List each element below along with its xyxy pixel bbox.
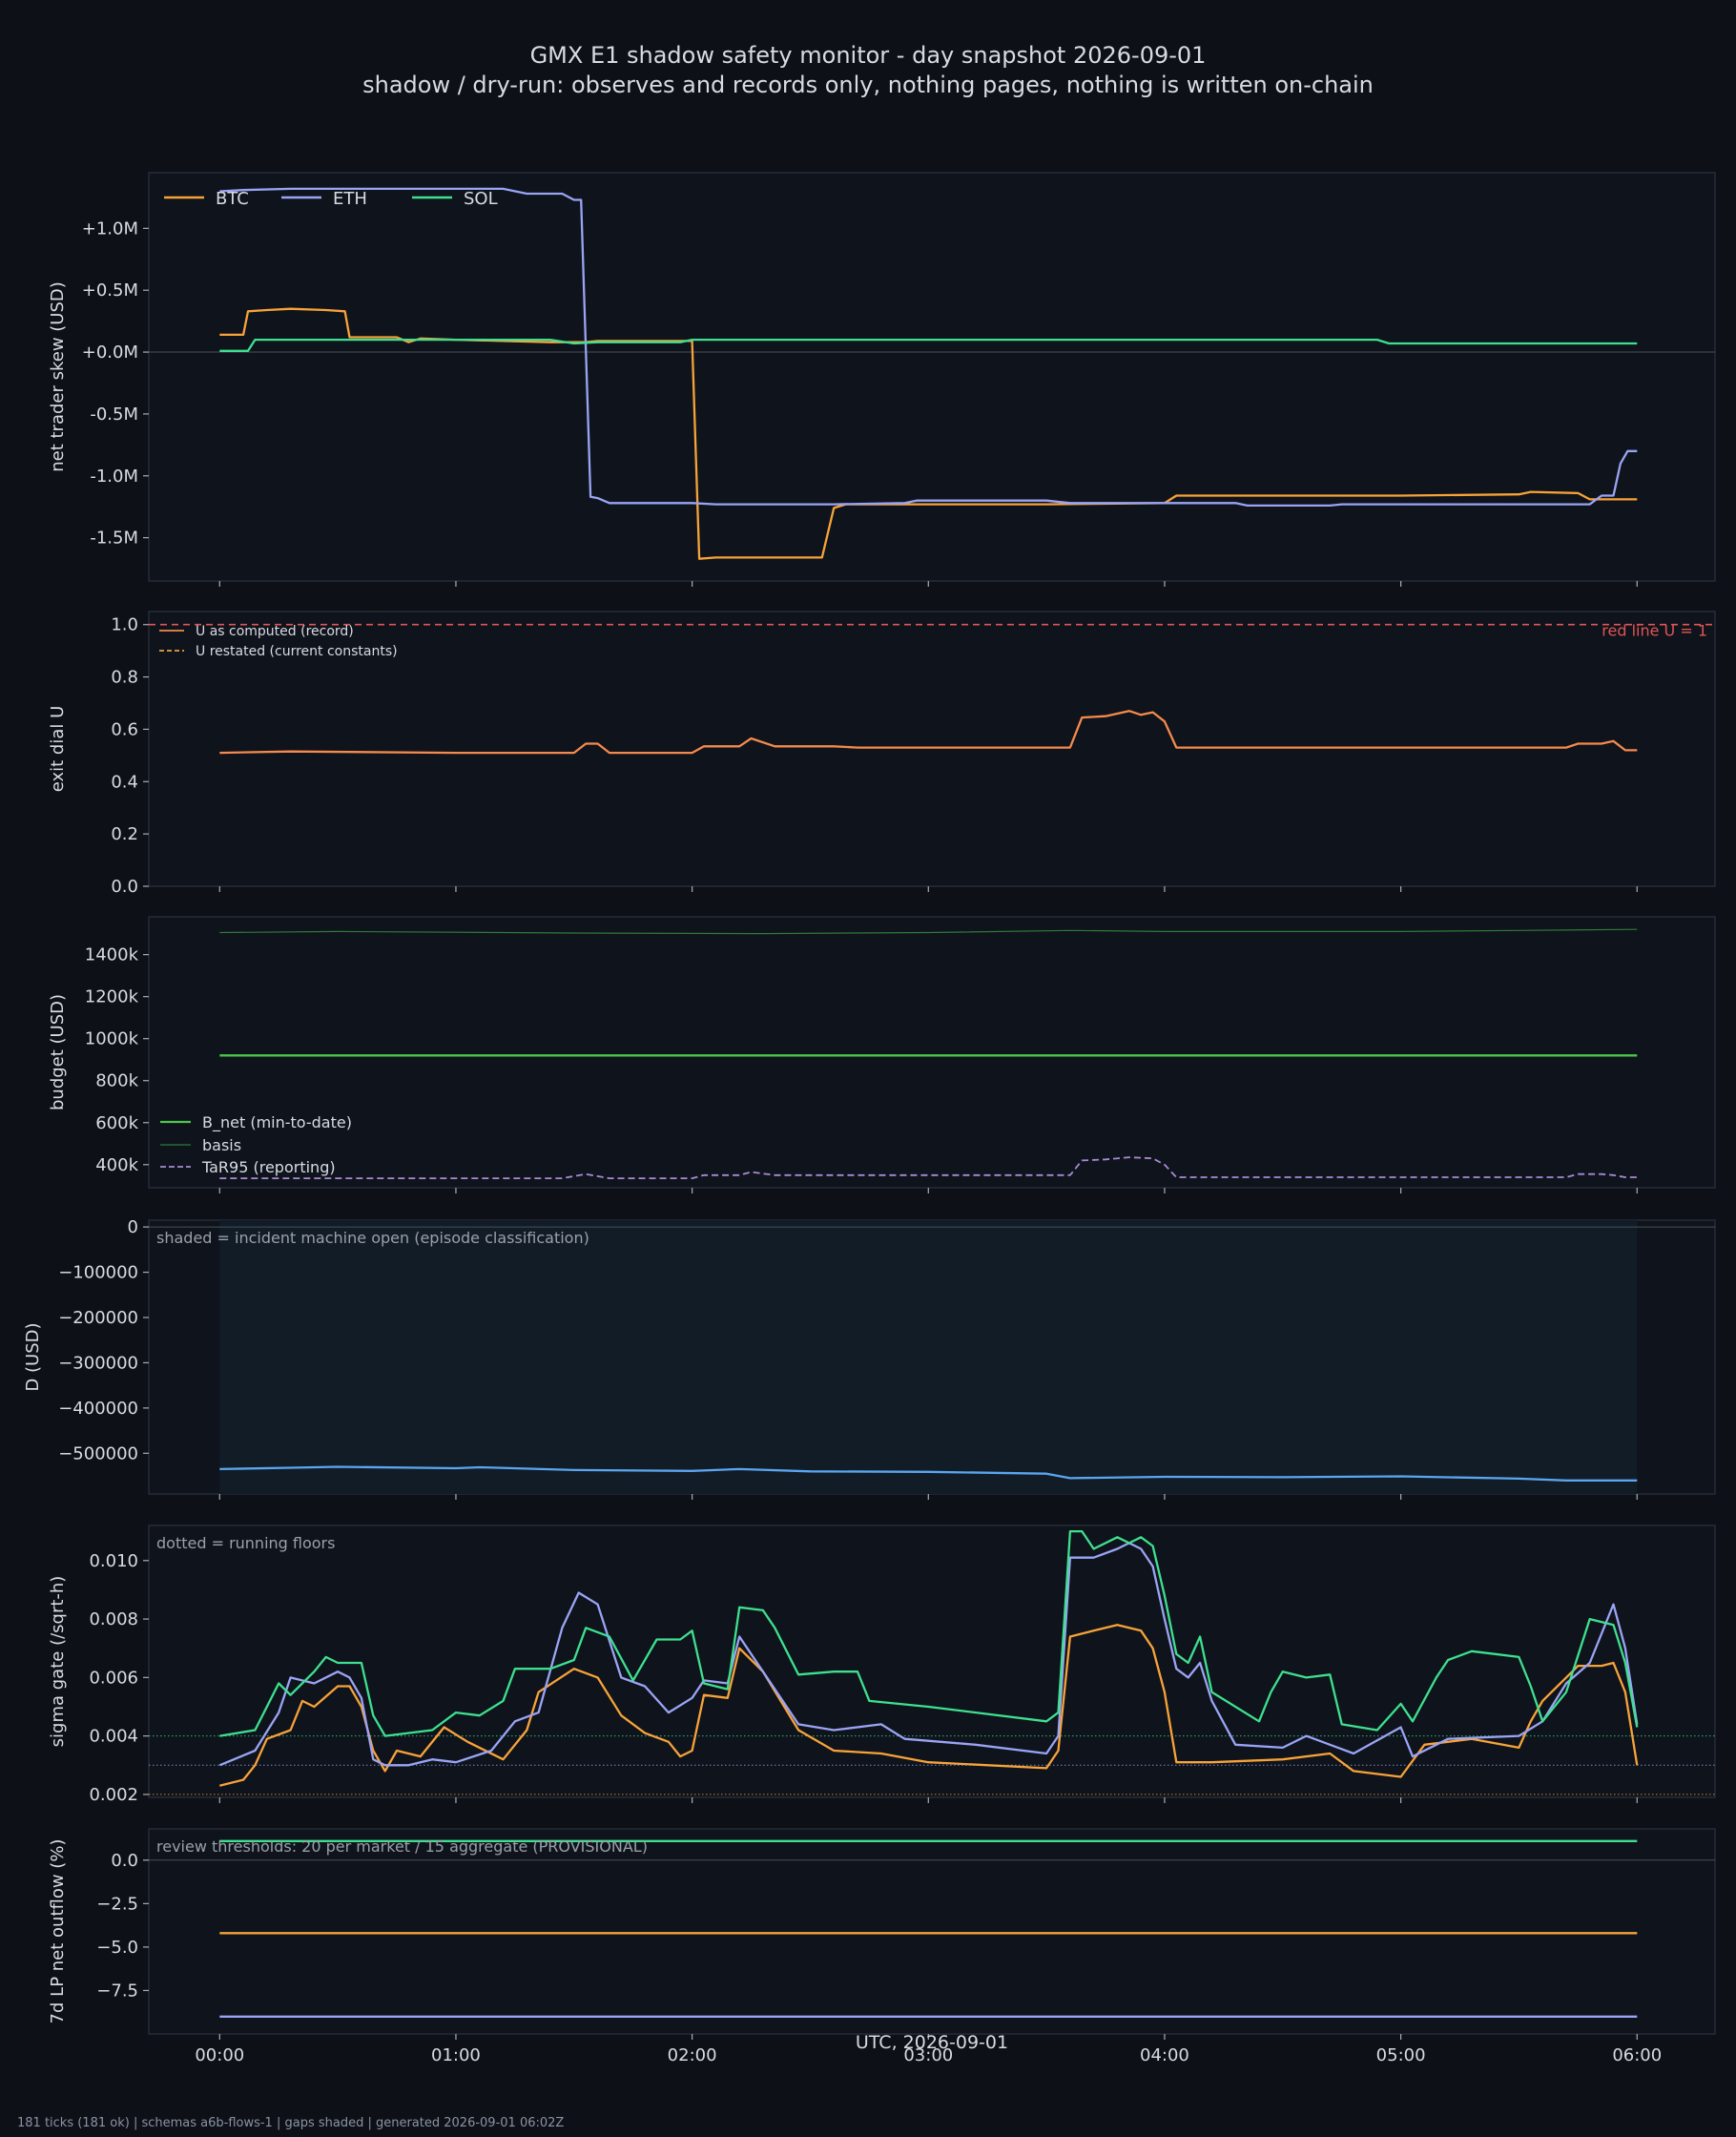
y-axis-label: 7d LP net outflow (%) bbox=[48, 1839, 68, 2024]
legend-label: SOL bbox=[464, 189, 498, 209]
series-line bbox=[219, 1465, 1638, 1482]
y-tick-label: 600k bbox=[95, 1113, 138, 1133]
panel-annotation: review thresholds: 20 per market / 15 ag… bbox=[156, 1837, 648, 1856]
incident-shading bbox=[219, 1220, 1638, 1494]
series-line bbox=[218, 1542, 1639, 1767]
y-tick-label: 800k bbox=[95, 1071, 138, 1091]
legend-label: U as computed (record) bbox=[196, 624, 354, 639]
y-tick-label: 0.004 bbox=[89, 1727, 138, 1747]
y-tick-label: −100000 bbox=[58, 1263, 138, 1283]
y-tick-label: 0.006 bbox=[89, 1668, 138, 1688]
y-tick-label: 0.4 bbox=[111, 772, 138, 792]
series-line bbox=[219, 710, 1638, 755]
series-line bbox=[219, 187, 1638, 508]
legend-label: B_net (min-to-date) bbox=[202, 1113, 352, 1132]
panel-exit_dial: 0.0 0.2 0.4 0.6 0.8 1.0 exit dial U red line U … bbox=[48, 611, 1716, 897]
panel-frame bbox=[148, 1828, 1716, 2035]
y-tick-label: 1000k bbox=[85, 1029, 139, 1049]
x-tick-label: 03:00 bbox=[903, 2045, 953, 2065]
y-tick-label: 0.6 bbox=[111, 719, 138, 739]
figure-title: GMX E1 shadow safety monitor - day snaps… bbox=[530, 42, 1207, 69]
x-tick-label: 04:00 bbox=[1140, 2045, 1189, 2065]
figure-subtitle: shadow / dry-run: observes and records o… bbox=[362, 72, 1374, 98]
legend-label: basis bbox=[202, 1136, 241, 1154]
series-line bbox=[219, 1529, 1639, 1737]
panel-budget: 400k 600k 800k 1000k 1200k 1400k budget (USD) B… bbox=[48, 916, 1716, 1193]
panel-skew: +1.0M +0.5M +0.0M -0.5M -1.0M -1.5M net trader… bbox=[48, 172, 1716, 587]
panel-frame bbox=[148, 1525, 1716, 1798]
y-tick-label: +1.0M bbox=[82, 218, 138, 239]
x-tick-label: 00:00 bbox=[195, 2045, 244, 2065]
legend-label: TaR95 (reporting) bbox=[201, 1158, 336, 1176]
y-tick-label: 0.0 bbox=[111, 877, 138, 897]
y-tick-label: -1.0M bbox=[90, 467, 138, 487]
y-tick-label: 400k bbox=[95, 1155, 138, 1175]
series-line bbox=[219, 338, 1638, 352]
x-tick-label: 02:00 bbox=[668, 2045, 717, 2065]
y-tick-label: −7.5 bbox=[96, 1981, 138, 2001]
x-tick-label: 01:00 bbox=[431, 2045, 481, 2065]
y-tick-label: 0.010 bbox=[89, 1551, 138, 1571]
y-tick-label: +0.5M bbox=[82, 280, 138, 301]
figure-footer: 181 ticks (181 ok) | schemas a6b-flows-1… bbox=[17, 2116, 564, 2130]
legend-label: BTC bbox=[216, 189, 249, 209]
series-line bbox=[219, 1156, 1638, 1179]
y-tick-label: 0.008 bbox=[89, 1609, 138, 1629]
series-line bbox=[219, 928, 1638, 935]
x-tick-label: 05:00 bbox=[1376, 2045, 1426, 2065]
panel-frame bbox=[148, 611, 1716, 887]
panel-annotation: shaded = incident machine open (episode … bbox=[156, 1229, 589, 1247]
series-line bbox=[219, 1624, 1639, 1787]
series-line bbox=[219, 307, 1638, 560]
panel-sigma: 0.002 0.004 0.006 0.008 0.010 sigma gate (/sq… bbox=[48, 1525, 1716, 1805]
y-axis-label: net trader skew (USD) bbox=[48, 281, 68, 472]
panel-frame bbox=[148, 916, 1716, 1189]
y-axis-label: D (USD) bbox=[23, 1322, 43, 1391]
y-tick-label: 0.0 bbox=[111, 1851, 138, 1871]
y-tick-label: 1400k bbox=[85, 945, 139, 965]
panel-annotation: dotted = running floors bbox=[156, 1534, 335, 1552]
y-tick-label: 0.002 bbox=[89, 1785, 138, 1805]
y-axis-label: exit dial U bbox=[48, 706, 68, 793]
panel-drawdown: 0 −100000 −200000 −300000 −400000 −500000 D (U… bbox=[23, 1217, 1716, 1500]
y-tick-label: 0.2 bbox=[111, 824, 138, 844]
y-tick-label: −200000 bbox=[58, 1308, 138, 1328]
legend-label: U restated (current constants) bbox=[196, 644, 398, 659]
x-tick-label: 06:00 bbox=[1612, 2045, 1662, 2065]
y-tick-label: 0.8 bbox=[111, 668, 138, 688]
y-tick-label: 0 bbox=[128, 1217, 138, 1237]
y-tick-label: −5.0 bbox=[96, 1938, 138, 1958]
y-tick-label: -0.5M bbox=[90, 405, 138, 425]
redline-annotation: red line U = 1 bbox=[1602, 622, 1707, 640]
panel-frame bbox=[148, 172, 1716, 582]
y-tick-label: +0.0M bbox=[82, 342, 138, 363]
y-tick-label: −400000 bbox=[58, 1399, 138, 1419]
y-axis-label: budget (USD) bbox=[48, 994, 68, 1110]
y-tick-label: -1.5M bbox=[90, 529, 138, 549]
x-axis-label: UTC, 2026-09-01 bbox=[856, 2032, 1008, 2053]
panels: +1.0M +0.5M +0.0M -0.5M -1.0M -1.5M net trader… bbox=[23, 172, 1716, 2065]
y-tick-label: −2.5 bbox=[96, 1894, 138, 1914]
y-tick-label: 1200k bbox=[85, 987, 139, 1007]
y-tick-label: −300000 bbox=[58, 1353, 138, 1373]
legend-label: ETH bbox=[333, 189, 367, 209]
y-axis-label: sigma gate (/sqrt-h) bbox=[48, 1576, 68, 1748]
y-tick-label: 1.0 bbox=[111, 615, 138, 635]
y-tick-label: −500000 bbox=[58, 1443, 138, 1463]
panel-lp_outflow: 0.0 −2.5 −5.0 −7.5 7d LP net outflow (%) revi… bbox=[48, 1828, 1716, 2065]
